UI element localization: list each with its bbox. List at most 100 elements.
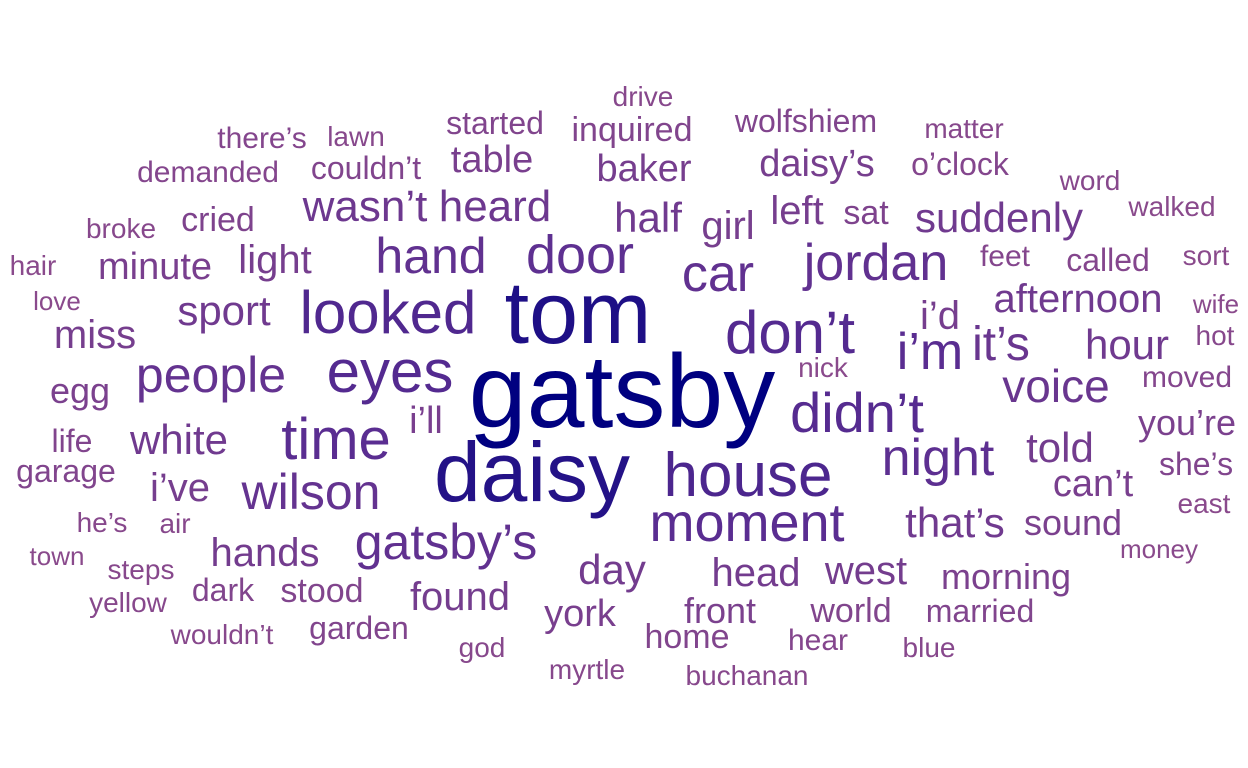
- word-day: day: [578, 546, 646, 593]
- word-garden: garden: [309, 610, 409, 646]
- word-car: car: [681, 245, 755, 303]
- word-door: door: [525, 225, 635, 285]
- word-theres: there’s: [217, 122, 307, 155]
- word-wife: wife: [1192, 289, 1240, 319]
- word-cant: can’t: [1052, 463, 1134, 505]
- word-blue: blue: [902, 632, 956, 663]
- word-garage: garage: [16, 453, 116, 489]
- word-hands: hands: [210, 531, 320, 575]
- word-house: house: [663, 441, 833, 510]
- word-minute: minute: [97, 246, 213, 288]
- word-sat: sat: [843, 194, 889, 232]
- word-shes: she’s: [1158, 446, 1234, 482]
- word-left: left: [770, 189, 824, 233]
- word-told: told: [1026, 424, 1094, 471]
- word-dark: dark: [191, 572, 255, 608]
- word-wasnt: wasn’t: [302, 182, 428, 231]
- word-demanded: demanded: [137, 156, 279, 189]
- word-lawn: lawn: [327, 121, 385, 152]
- word-light: light: [238, 238, 312, 282]
- word-hes: he’s: [76, 507, 128, 538]
- word-wilson: wilson: [241, 464, 381, 520]
- word-hair: hair: [9, 250, 57, 281]
- word-daisy: daisy: [433, 425, 631, 519]
- word-voice: voice: [1002, 360, 1110, 412]
- word-married: married: [925, 593, 1035, 629]
- word-sort: sort: [1182, 240, 1230, 271]
- word-buchanan: buchanan: [685, 660, 809, 691]
- word-hour: hour: [1084, 321, 1170, 368]
- word-jordan: jordan: [803, 234, 949, 292]
- word-feet: feet: [979, 240, 1031, 273]
- word-air: air: [159, 508, 191, 539]
- word-cried: cried: [181, 201, 255, 239]
- word-stood: stood: [280, 572, 364, 610]
- word-eyes: eyes: [326, 338, 454, 405]
- word-hand: hand: [375, 228, 487, 284]
- word-matter: matter: [924, 113, 1004, 144]
- word-steps: steps: [107, 554, 175, 585]
- word-sport: sport: [177, 287, 271, 334]
- word-its: it’s: [972, 318, 1030, 371]
- word-life: life: [51, 423, 93, 459]
- word-thats: that’s: [905, 499, 1005, 546]
- word-tom: tom: [504, 263, 652, 362]
- word-found: found: [409, 575, 511, 619]
- word-people: people: [135, 347, 287, 403]
- word-nick: nick: [798, 352, 848, 383]
- word-afternoon: afternoon: [993, 277, 1163, 321]
- word-youre: you’re: [1137, 402, 1237, 443]
- word-love: love: [33, 286, 81, 316]
- word-daisys: daisy’s: [759, 143, 875, 185]
- word-sound: sound: [1023, 502, 1123, 543]
- word-baker: baker: [596, 148, 692, 190]
- word-im: i’m: [896, 323, 964, 381]
- word-moment: moment: [649, 493, 845, 553]
- word-egg: egg: [49, 370, 111, 411]
- word-miss: miss: [53, 313, 137, 357]
- word-ill: i’ll: [409, 400, 443, 442]
- word-gatsby: gatsby: [468, 334, 776, 450]
- word-night: night: [881, 429, 995, 487]
- word-morning: morning: [940, 556, 1072, 597]
- word-gatsbys: gatsby’s: [354, 514, 538, 570]
- word-money: money: [1119, 534, 1199, 564]
- word-wolfshiem: wolfshiem: [734, 103, 878, 139]
- word-suddenly: suddenly: [914, 194, 1084, 241]
- word-broke: broke: [85, 213, 157, 244]
- word-didnt: didn’t: [790, 381, 924, 444]
- word-oclock: o’clock: [911, 146, 1009, 182]
- word-couldnt: couldn’t: [310, 150, 422, 186]
- word-started: started: [446, 105, 544, 141]
- word-yellow: yellow: [89, 587, 167, 618]
- word-table: table: [450, 139, 534, 181]
- word-time: time: [281, 407, 391, 472]
- word-inquired: inquired: [571, 111, 693, 149]
- word-white: white: [129, 416, 229, 463]
- word-front: front: [683, 590, 757, 631]
- word-hear: hear: [787, 624, 849, 657]
- word-west: west: [824, 549, 908, 593]
- word-dont: don’t: [724, 299, 856, 366]
- word-god: god: [458, 632, 506, 663]
- word-half: half: [614, 194, 682, 241]
- word-ive: i’ve: [149, 466, 211, 510]
- word-word: word: [1059, 165, 1121, 196]
- word-looked: looked: [299, 279, 477, 346]
- word-world: world: [810, 592, 892, 630]
- word-wouldnt: wouldn’t: [170, 619, 274, 650]
- word-town: town: [29, 541, 85, 571]
- word-hot: hot: [1195, 320, 1235, 351]
- word-york: york: [544, 593, 616, 635]
- word-id: i’d: [919, 294, 961, 338]
- word-head: head: [711, 551, 801, 595]
- word-called: called: [1066, 242, 1150, 278]
- word-drive: drive: [612, 81, 674, 112]
- word-home: home: [644, 618, 730, 656]
- word-myrtle: myrtle: [548, 654, 626, 685]
- word-east: east: [1177, 488, 1231, 519]
- word-heard: heard: [438, 182, 552, 231]
- word-moved: moved: [1141, 361, 1233, 394]
- word-girl: girl: [701, 204, 755, 248]
